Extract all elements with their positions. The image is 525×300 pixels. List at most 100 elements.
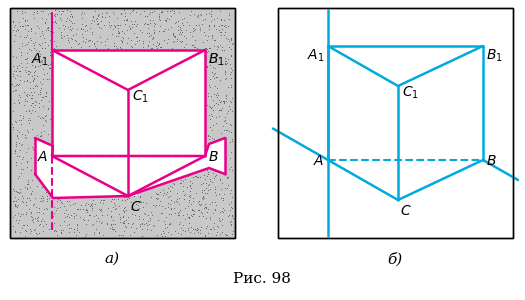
Point [100,70,108,74]
Point [121,82,129,87]
Point [188,227,197,232]
Point [206,104,214,109]
Point [8,199,17,203]
Point [91,116,99,121]
Point [151,113,159,118]
Point [28,74,36,78]
Point [77,111,85,116]
Point [67,99,75,103]
Point [118,87,127,92]
Point [20,99,29,103]
Point [93,38,101,43]
Point [51,118,60,123]
Point [114,98,122,103]
Point [52,149,61,154]
Point [103,69,112,74]
Point [216,219,225,224]
Point [198,181,207,186]
Point [10,39,18,44]
Point [194,74,202,78]
Point [122,28,131,33]
Point [158,233,166,238]
Point [35,115,44,120]
Point [50,74,58,79]
Point [216,209,224,214]
Point [185,75,193,80]
Point [145,21,154,26]
Point [68,14,77,19]
Point [102,161,111,166]
Point [107,22,116,27]
Point [45,190,53,195]
Point [192,153,200,158]
Point [98,49,106,54]
Point [22,228,30,233]
Point [112,130,120,134]
Point [128,211,136,216]
Point [170,74,178,79]
Point [52,111,60,116]
Point [170,89,178,94]
Point [132,10,140,15]
Point [170,169,178,173]
Point [180,83,188,88]
Point [46,143,55,148]
Point [202,206,210,211]
Point [99,232,107,237]
Point [167,94,175,99]
Point [205,11,213,15]
Point [153,111,162,116]
Point [196,174,204,179]
Point [64,69,72,74]
Point [34,136,43,141]
Point [158,80,166,85]
Point [14,97,22,102]
Point [94,230,103,235]
Point [227,129,236,134]
Point [74,88,82,93]
Point [58,8,66,13]
Point [102,11,111,16]
Point [81,162,89,167]
Point [67,87,75,92]
Point [158,211,166,215]
Point [27,167,35,172]
Point [71,71,80,76]
Point [83,149,91,154]
Point [164,205,172,210]
Point [213,86,221,91]
Point [220,185,229,190]
Point [44,131,52,136]
Point [185,117,193,122]
Point [91,117,99,122]
Point [116,220,124,225]
Point [79,160,88,165]
Point [184,215,193,220]
Point [212,75,220,80]
Point [108,157,116,162]
Point [206,167,215,172]
Point [217,22,226,27]
Point [50,46,58,51]
Point [141,66,149,71]
Point [191,173,200,178]
Point [131,117,139,122]
Point [111,181,119,185]
Point [198,56,207,60]
Point [58,103,66,108]
Point [108,165,116,170]
Point [72,175,80,180]
Point [140,22,149,26]
Point [61,143,70,148]
Point [82,121,90,126]
Point [62,82,70,87]
Point [78,104,86,109]
Point [202,11,211,16]
Point [33,24,41,28]
Point [168,185,176,190]
Point [61,100,70,105]
Point [180,197,188,202]
Point [228,206,236,211]
Point [80,90,88,94]
Point [211,206,219,211]
